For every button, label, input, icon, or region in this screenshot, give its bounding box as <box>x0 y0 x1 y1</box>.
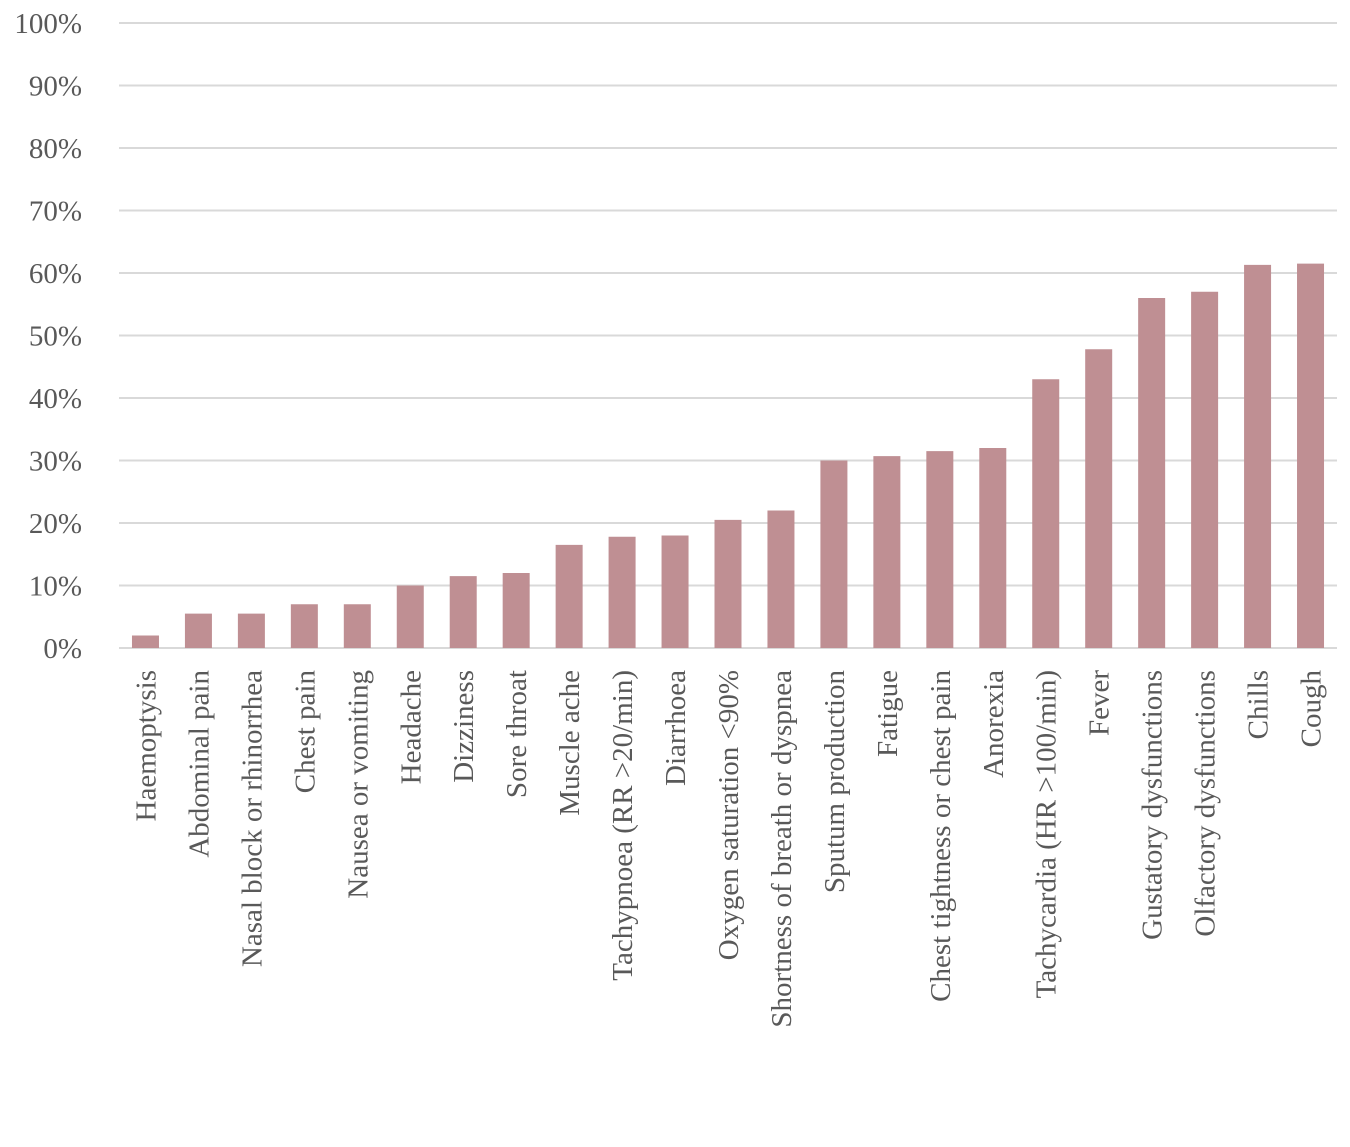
x-tick-label: Headache <box>395 670 427 784</box>
x-tick-label: Sore throat <box>501 670 533 798</box>
x-tick-label: Dizziness <box>448 670 480 783</box>
x-tick-label: Muscle ache <box>554 670 586 816</box>
x-tick-label: Abdominal pain <box>183 670 215 858</box>
x-tick-label: Gustatory dysfunctions <box>1137 670 1169 940</box>
x-tick-label: Chills <box>1243 670 1275 739</box>
x-tick-label: Chest tightness or chest pain <box>925 670 957 1002</box>
bar <box>767 510 795 648</box>
bar <box>1191 291 1219 648</box>
y-tick-label: 70% <box>29 196 82 228</box>
bar <box>237 613 265 648</box>
x-tick-label: Anorexia <box>978 670 1010 778</box>
x-tick-label: Diarrhoea <box>660 670 692 786</box>
x-tick-label: Fever <box>1084 670 1116 736</box>
bar <box>714 519 742 648</box>
bar <box>1032 379 1060 648</box>
bar <box>873 456 901 648</box>
y-tick-label: 40% <box>29 383 82 415</box>
y-axis-ticks: 0% 10% 20% 30% 40% 50% 60% 70% 80% 90% 100% <box>14 8 82 665</box>
bar <box>131 635 159 648</box>
bar <box>1244 264 1272 648</box>
bar <box>661 535 689 648</box>
x-tick-label: Cough <box>1296 670 1328 748</box>
bars <box>131 263 1325 648</box>
x-tick-label: Chest pain <box>289 670 321 794</box>
x-tick-label: Nasal block or rhinorrhea <box>236 670 268 967</box>
y-tick-label: 80% <box>29 133 82 165</box>
y-tick-label: 0% <box>43 633 82 665</box>
y-tick-label: 10% <box>29 571 82 603</box>
bar <box>290 604 318 648</box>
bar <box>979 448 1007 648</box>
gridlines <box>119 22 1337 649</box>
x-axis-ticks: Haemoptysis Abdominal pain Nasal block or … <box>130 670 1327 1028</box>
bar <box>1138 298 1166 648</box>
y-tick-label: 100% <box>14 8 82 40</box>
bar <box>396 585 424 648</box>
x-tick-label: Tachypnoea (RR >20/min) <box>607 670 639 981</box>
y-tick-label: 90% <box>29 71 82 103</box>
y-tick-label: 20% <box>29 508 82 540</box>
y-tick-label: 30% <box>29 446 82 478</box>
y-tick-label: 50% <box>29 321 82 353</box>
bar <box>1297 263 1325 648</box>
bar <box>608 536 636 648</box>
y-tick-label: 60% <box>29 258 82 290</box>
bar <box>449 576 477 648</box>
x-tick-label: Tachycardia (HR >100/min) <box>1031 670 1063 998</box>
bar <box>926 451 954 648</box>
x-tick-label: Sputum production <box>819 670 851 894</box>
x-tick-label: Olfactory dysfunctions <box>1190 670 1222 937</box>
x-tick-label: Oxygen saturation <90% <box>713 670 745 960</box>
bar <box>555 544 583 648</box>
x-tick-label: Haemoptysis <box>130 670 162 821</box>
bar <box>1085 349 1113 648</box>
x-tick-label: Nausea or vomiting <box>342 670 374 899</box>
bar <box>343 604 371 648</box>
x-tick-label: Fatigue <box>872 670 904 757</box>
bar <box>502 573 530 648</box>
x-tick-label: Shortness of breath or dyspnea <box>766 670 798 1028</box>
bar <box>820 460 848 648</box>
bar <box>184 613 212 648</box>
